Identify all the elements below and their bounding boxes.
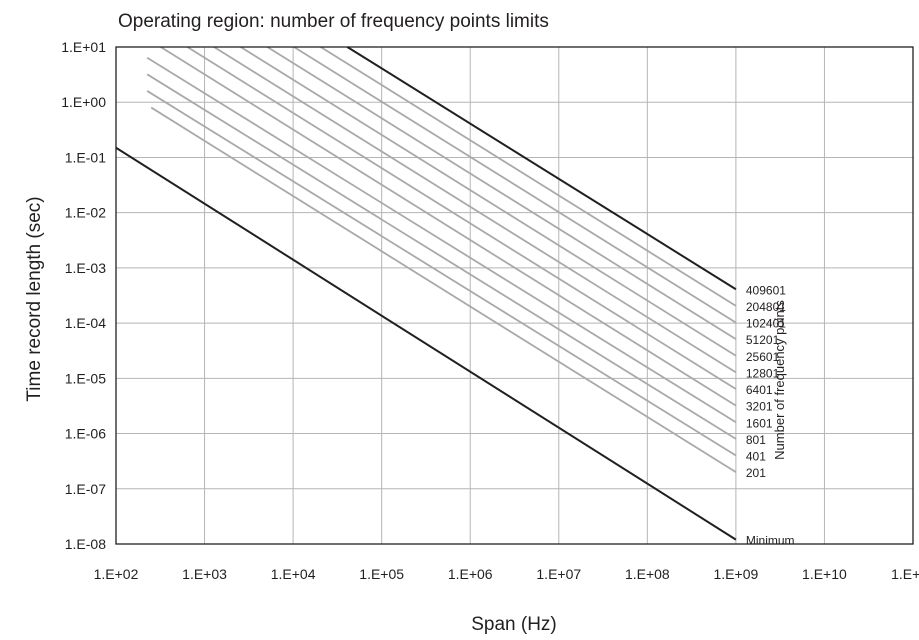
series-line-102401 (293, 46, 737, 324)
series-label: 51201 (746, 333, 780, 347)
series-labels: Minimum 201 401 801 1601 3201 6401 12801 25601 51… (746, 283, 795, 547)
y-tick-label: 1.E-03 (65, 260, 106, 276)
series-label: 12801 (746, 366, 780, 380)
series-line-51201 (266, 46, 737, 340)
y-tick-label: 1.E-06 (65, 426, 106, 442)
series-line-12801 (213, 46, 737, 374)
y-tick-label: 1.E-07 (65, 481, 106, 497)
series-line-204801 (320, 46, 737, 307)
series-line-201 (150, 106, 737, 473)
y-tick-label: 1.E-05 (65, 370, 106, 386)
x-tick-label: 1.E+02 (94, 566, 139, 582)
x-tick-label: 1.E+03 (182, 566, 227, 582)
series-line-1601 (146, 56, 737, 424)
series-line-409601 (346, 46, 737, 291)
legend-title: Number of frequency points (772, 300, 787, 460)
y-axis-label: Time record length (sec) (24, 196, 45, 401)
series-line-401 (146, 90, 737, 457)
plot-frame (115, 46, 914, 545)
x-tick-label: 1.E+04 (271, 566, 316, 582)
grid (116, 47, 913, 544)
series-label: Minimum (746, 534, 795, 548)
y-tick-label: 1.E+01 (61, 39, 106, 55)
series-label: 204801 (746, 300, 786, 314)
series-label: 6401 (746, 383, 773, 397)
series-line-3201 (160, 46, 737, 407)
series-line-25601 (240, 46, 737, 357)
y-tick-label: 1.E+00 (61, 94, 106, 110)
x-tick-label: 1.E+07 (536, 566, 581, 582)
x-tick-labels: 1.E+02 1.E+03 1.E+04 1.E+05 1.E+06 1.E+07 1.E+… (94, 566, 919, 582)
x-tick-label: 1.E+05 (359, 566, 404, 582)
series-line-6401 (186, 46, 737, 390)
x-tick-label: 1.E+09 (714, 566, 759, 582)
x-tick-label: 1.E+11 (891, 566, 919, 582)
x-axis-label: Span (Hz) (471, 614, 557, 635)
x-tick-label: 1.E+06 (448, 566, 493, 582)
x-tick-label: 1.E+10 (802, 566, 847, 582)
series-label: 3201 (746, 400, 773, 414)
series-label: 201 (746, 466, 766, 480)
series-lines (115, 46, 737, 541)
series-label: 25601 (746, 350, 780, 364)
chart-title: Operating region: number of frequency po… (118, 11, 549, 32)
y-tick-label: 1.E-02 (65, 205, 106, 221)
series-label: 102401 (746, 317, 786, 331)
series-label: 401 (746, 450, 766, 464)
series-label: 409601 (746, 283, 786, 297)
series-line-801 (146, 73, 737, 440)
x-tick-label: 1.E+08 (625, 566, 670, 582)
series-line-minimum (115, 146, 737, 541)
y-tick-label: 1.E-01 (65, 149, 106, 165)
series-label: 801 (746, 433, 766, 447)
y-tick-label: 1.E-04 (65, 315, 106, 331)
y-tick-labels: 1.E+01 1.E+00 1.E-01 1.E-02 1.E-03 1.E-04 1.E-… (61, 39, 106, 552)
y-tick-label: 1.E-08 (65, 536, 106, 552)
series-label: 1601 (746, 416, 773, 430)
